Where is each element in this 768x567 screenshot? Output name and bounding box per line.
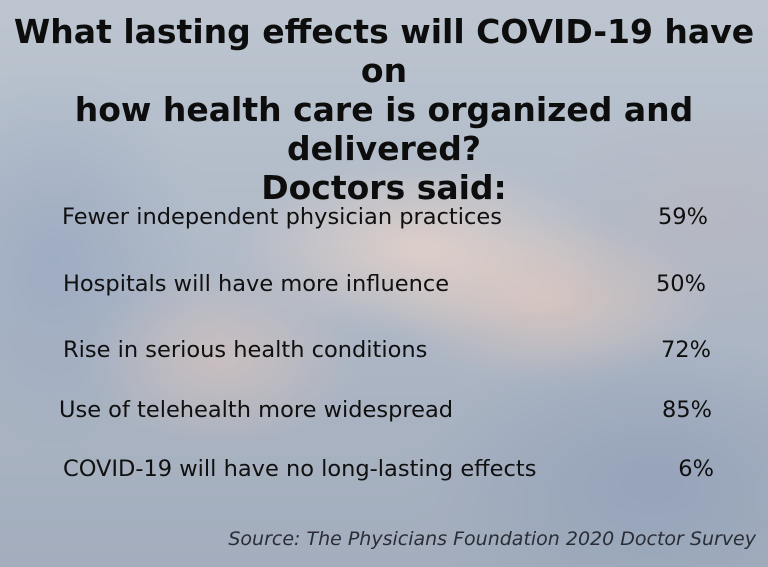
result-percentage: 50%: [655, 271, 706, 297]
result-label: Rise in serious health conditions: [63, 337, 428, 363]
result-percentage: 6%: [678, 456, 714, 482]
result-percentage: 72%: [660, 337, 711, 363]
result-label: COVID-19 will have no long-lasting effec…: [63, 456, 537, 482]
result-label: Hospitals will have more influence: [63, 271, 450, 297]
headline-line-3: Doctors said:: [261, 168, 507, 207]
headline: What lasting effects will COVID-19 have …: [0, 12, 768, 207]
result-percentage: 85%: [661, 397, 712, 423]
result-percentage: 59%: [657, 204, 708, 230]
source-credit: Source: The Physicians Foundation 2020 D…: [228, 528, 756, 550]
headline-line-2: how health care is organized and deliver…: [74, 90, 694, 168]
result-label: Fewer independent physician practices: [62, 204, 502, 230]
result-label: Use of telehealth more widespread: [59, 397, 454, 423]
headline-line-1: What lasting effects will COVID-19 have …: [13, 12, 755, 90]
